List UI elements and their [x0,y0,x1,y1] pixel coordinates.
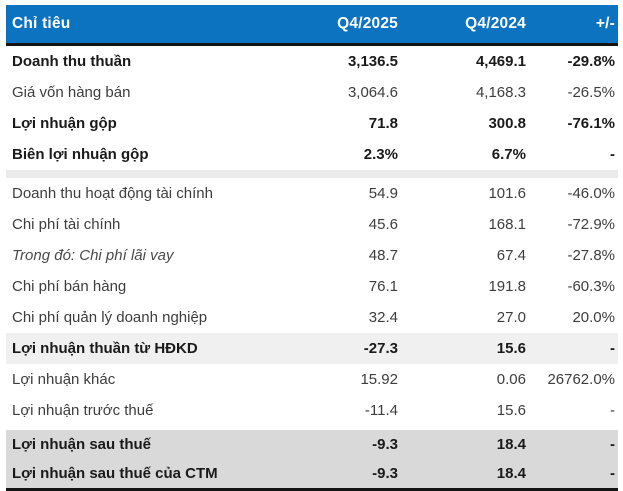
value-change: - [610,465,615,482]
value-q4-2025: 15.92 [360,371,398,388]
value-q4-2024: 15.6 [496,402,526,419]
value-q4-2024: 0.06 [496,371,526,388]
table-row-loi-nhuan-sau-thue: Lợi nhuận sau thuế -9.3 18.4 - [6,430,618,459]
metric-label: Doanh thu thuần [12,53,132,70]
value-change: - [610,436,615,453]
value-change: -46.0% [567,185,615,202]
table-row-doanh-thu-thuan: Doanh thu thuần 3,136.5 4,469.1 -29.8% [6,45,618,78]
financial-table-container: Chỉ tiêu Q4/2025 Q4/2024 +/- Doanh thu t… [6,5,618,490]
value-change: -29.8% [567,53,615,70]
metric-label: Biên lợi nhuận gộp [12,146,149,163]
metric-label: Chi phí tài chính [12,216,121,233]
header-change: +/- [529,5,618,45]
table-row-gia-von-hang-ban: Giá vốn hàng bán 3,064.6 4,168.3 -26.5% [6,77,618,108]
value-change: - [610,146,615,163]
value-q4-2025: 48.7 [368,247,398,264]
value-q4-2024: 67.4 [496,247,526,264]
value-change: -72.9% [567,216,615,233]
metric-label: Lợi nhuận gộp [12,115,117,132]
table-row-chi-phi-tai-chinh: Chi phí tài chính 45.6 168.1 -72.9% [6,209,618,240]
metric-label: Lợi nhuận trước thuế [12,402,154,419]
table-row-chi-phi-quan-ly: Chi phí quản lý doanh nghiệp 32.4 27.0 2… [6,302,618,333]
value-q4-2025: 76.1 [368,278,398,295]
value-q4-2024: 300.8 [488,115,526,132]
table-row-loi-nhuan-truoc-thue: Lợi nhuận trước thuế -11.4 15.6 - [6,395,618,426]
metric-label: Chi phí bán hàng [12,278,127,295]
value-change: - [610,402,615,419]
financial-results-table: Chỉ tiêu Q4/2025 Q4/2024 +/- Doanh thu t… [6,5,618,491]
metric-label: Chi phí quản lý doanh nghiệp [12,309,208,326]
value-q4-2025: 71.8 [368,115,398,132]
value-change: -27.8% [567,247,615,264]
value-q4-2025: -11.4 [364,402,398,419]
value-change: -26.5% [567,84,615,101]
header-chi-tieu: Chỉ tiêu [6,5,308,45]
value-q4-2024: 15.6 [496,340,526,357]
table-row-bien-loi-nhuan-gop: Biên lợi nhuận gộp 2.3% 6.7% - [6,139,618,170]
value-q4-2025: 45.6 [368,216,398,233]
value-change: -76.1% [567,115,615,132]
value-q4-2025: -9.3 [372,436,398,453]
value-q4-2024: 191.8 [488,278,526,295]
metric-label: Lợi nhuận sau thuế của CTM [12,465,218,482]
header-q4-2025: Q4/2025 [308,5,401,45]
header-q4-2024: Q4/2024 [401,5,529,45]
value-q4-2024: 18.4 [496,436,526,453]
value-q4-2025: 3,136.5 [347,53,398,70]
table-row-loi-nhuan-gop: Lợi nhuận gộp 71.8 300.8 -76.1% [6,108,618,139]
metric-label: Lợi nhuận khác [12,371,116,388]
value-q4-2024: 101.6 [488,185,526,202]
metric-label: Lợi nhuận sau thuế [12,436,151,453]
value-change: -60.3% [567,278,615,295]
table-header-row: Chỉ tiêu Q4/2025 Q4/2024 +/- [6,5,618,45]
table-row-loi-nhuan-thuan-hdkd: Lợi nhuận thuần từ HĐKD -27.3 15.6 - [6,333,618,364]
metric-label: Lợi nhuận thuần từ HĐKD [12,340,198,357]
value-q4-2024: 4,168.3 [475,84,526,101]
table-row-loi-nhuan-khac: Lợi nhuận khác 15.92 0.06 26762.0% [6,364,618,395]
value-q4-2024: 6.7% [491,146,526,163]
value-change: 20.0% [572,309,615,326]
value-q4-2025: -9.3 [372,465,398,482]
value-change: 26762.0% [547,371,615,388]
section-separator [6,170,618,178]
value-q4-2024: 4,469.1 [475,53,526,70]
table-row-chi-phi-lai-vay: Trong đó: Chi phí lãi vay 48.7 67.4 -27.… [6,240,618,271]
separator-bar [6,170,618,178]
metric-label: Giá vốn hàng bán [12,84,131,101]
value-q4-2025: 2.3% [363,146,398,163]
gap-spacer [6,426,618,430]
row-gap [6,426,618,430]
value-change: - [610,340,615,357]
value-q4-2024: 27.0 [496,309,526,326]
metric-label: Doanh thu hoạt động tài chính [12,185,213,202]
value-q4-2025: 3,064.6 [347,84,398,101]
value-q4-2024: 168.1 [488,216,526,233]
value-q4-2025: -27.3 [363,340,398,357]
value-q4-2024: 18.4 [496,465,526,482]
value-q4-2025: 54.9 [368,185,398,202]
value-q4-2025: 32.4 [368,309,398,326]
table-row-doanh-thu-tai-chinh: Doanh thu hoạt động tài chính 54.9 101.6… [6,178,618,209]
table-row-loi-nhuan-sau-thue-ctm: Lợi nhuận sau thuế của CTM -9.3 18.4 - [6,459,618,490]
metric-label: Trong đó: Chi phí lãi vay [12,247,174,264]
table-row-chi-phi-ban-hang: Chi phí bán hàng 76.1 191.8 -60.3% [6,271,618,302]
